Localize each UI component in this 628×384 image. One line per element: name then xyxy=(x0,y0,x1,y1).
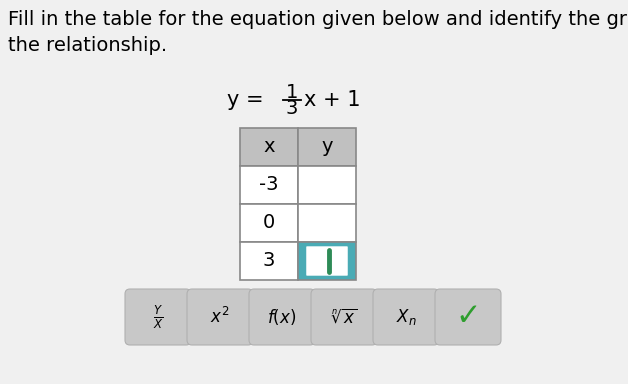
Bar xyxy=(240,166,298,204)
FancyBboxPatch shape xyxy=(125,289,191,345)
Text: x + 1: x + 1 xyxy=(304,90,360,110)
Text: x: x xyxy=(263,137,275,157)
FancyBboxPatch shape xyxy=(373,289,439,345)
FancyBboxPatch shape xyxy=(305,245,349,277)
Bar xyxy=(298,242,356,280)
Bar xyxy=(240,242,298,280)
Text: 1: 1 xyxy=(286,83,298,103)
FancyBboxPatch shape xyxy=(187,289,253,345)
Text: 3: 3 xyxy=(263,252,275,270)
Text: the relationship.: the relationship. xyxy=(8,36,167,55)
Text: $\sqrt[n]{x}$: $\sqrt[n]{x}$ xyxy=(331,308,357,326)
Text: -3: -3 xyxy=(259,175,279,195)
Text: $\frac{Y}{X}$: $\frac{Y}{X}$ xyxy=(153,303,163,331)
Bar xyxy=(240,204,298,242)
Bar xyxy=(298,128,356,166)
Text: y =: y = xyxy=(227,90,270,110)
Bar xyxy=(240,128,298,166)
Text: y: y xyxy=(322,137,333,157)
Bar xyxy=(298,204,356,242)
FancyBboxPatch shape xyxy=(311,289,377,345)
Text: Fill in the table for the equation given below and identify the graph of: Fill in the table for the equation given… xyxy=(8,10,628,29)
Text: $X_n$: $X_n$ xyxy=(396,307,416,327)
Text: 3: 3 xyxy=(286,99,298,118)
Text: 0: 0 xyxy=(263,214,275,232)
FancyBboxPatch shape xyxy=(249,289,315,345)
Text: ✓: ✓ xyxy=(455,303,481,331)
FancyBboxPatch shape xyxy=(435,289,501,345)
Bar xyxy=(298,166,356,204)
Text: $x^2$: $x^2$ xyxy=(210,307,230,327)
Text: $f(x)$: $f(x)$ xyxy=(268,307,296,327)
